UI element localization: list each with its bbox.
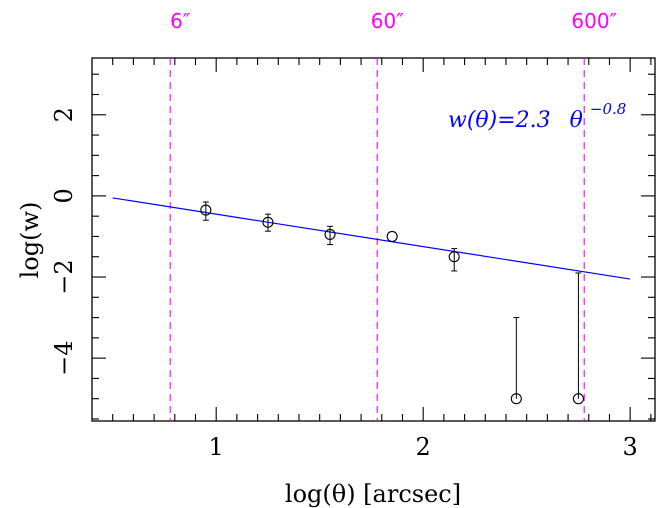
data-points bbox=[200, 201, 584, 405]
data-point bbox=[200, 204, 212, 216]
fit-equation-exponent: −0.8 bbox=[590, 100, 626, 118]
angular-scale-label: 600″ bbox=[571, 9, 617, 33]
y-tick-label: 2 bbox=[50, 107, 78, 122]
data-point bbox=[324, 228, 336, 240]
y-tick-label: −2 bbox=[50, 259, 78, 294]
fit-line bbox=[112, 197, 631, 280]
y-axis-title: log(w) bbox=[16, 202, 44, 279]
fit-equation: w(θ)=2.3 θ −0.8 bbox=[448, 100, 626, 133]
plot-frame bbox=[91, 57, 656, 422]
data-point bbox=[262, 216, 274, 228]
angular-scale-label: 60″ bbox=[371, 9, 404, 33]
axis-ticks bbox=[92, 58, 655, 421]
data-point bbox=[572, 393, 584, 405]
data-point bbox=[510, 393, 522, 405]
x-tick-label: 3 bbox=[623, 433, 638, 461]
data-point bbox=[448, 251, 460, 263]
x-tick-label: 2 bbox=[416, 433, 431, 461]
fit-equation-base: θ bbox=[570, 108, 583, 133]
x-tick-label: 1 bbox=[209, 433, 224, 461]
data-point bbox=[386, 230, 398, 243]
angular-scale-lines: 6″ 60″ 600″ bbox=[169, 9, 617, 421]
angular-scale-label: 6″ bbox=[170, 9, 190, 33]
fit-equation-lhs: w(θ)=2.3 bbox=[448, 108, 551, 133]
power-law-fit bbox=[112, 197, 631, 280]
y-tick-label: 0 bbox=[50, 188, 78, 203]
tick-labels: 1 2 3 2 0 −2 −4 bbox=[50, 107, 638, 461]
y-tick-label: −4 bbox=[50, 340, 78, 375]
x-axis-title: log(θ) [arcsec] bbox=[285, 480, 461, 508]
